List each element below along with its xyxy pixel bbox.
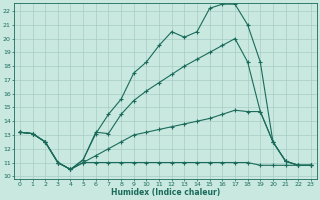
X-axis label: Humidex (Indice chaleur): Humidex (Indice chaleur) [111,188,220,197]
